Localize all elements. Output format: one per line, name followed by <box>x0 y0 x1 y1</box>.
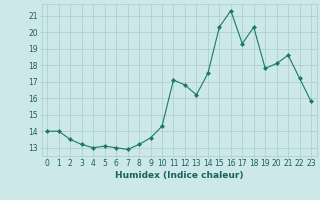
X-axis label: Humidex (Indice chaleur): Humidex (Indice chaleur) <box>115 171 244 180</box>
